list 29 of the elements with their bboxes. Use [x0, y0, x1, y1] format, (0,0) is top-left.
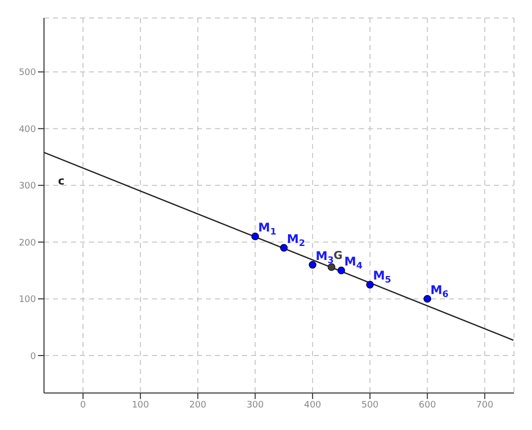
- series-label: G: [334, 249, 343, 262]
- annotation: M$_{5}$: [372, 268, 392, 286]
- point: [366, 280, 374, 288]
- annotation: M$_{3}$: [316, 248, 334, 266]
- x-tick-label: 100: [132, 400, 150, 410]
- y-tick-label: 500: [18, 68, 36, 78]
- point: [328, 263, 336, 271]
- x-tick-label: 300: [246, 400, 264, 410]
- y-tick-label: 300: [18, 182, 36, 192]
- x-tick-label: 600: [418, 400, 436, 410]
- x-tick-label: 0: [80, 400, 86, 410]
- annotation: M$_{2}$: [286, 232, 306, 248]
- point: [337, 266, 346, 274]
- x-tick-label: 700: [476, 400, 494, 410]
- x-tick-label: 500: [361, 400, 379, 410]
- annotation: M$_{4}$: [344, 254, 362, 272]
- annotation: M$_{6}$: [430, 282, 449, 300]
- series-label: c: [58, 174, 65, 188]
- y-tick-label: 0: [30, 352, 36, 362]
- y-tick-label: 200: [18, 238, 36, 248]
- y-tick-label: 400: [18, 124, 36, 135]
- point: [280, 244, 288, 252]
- x-tick-label: 200: [189, 400, 207, 410]
- point: [308, 260, 316, 269]
- y-tick-label: 100: [18, 295, 36, 306]
- point: [424, 295, 432, 303]
- x-tick-label: 400: [304, 400, 322, 410]
- annotation: M$_{1}$: [258, 220, 276, 238]
- point: [251, 232, 259, 240]
